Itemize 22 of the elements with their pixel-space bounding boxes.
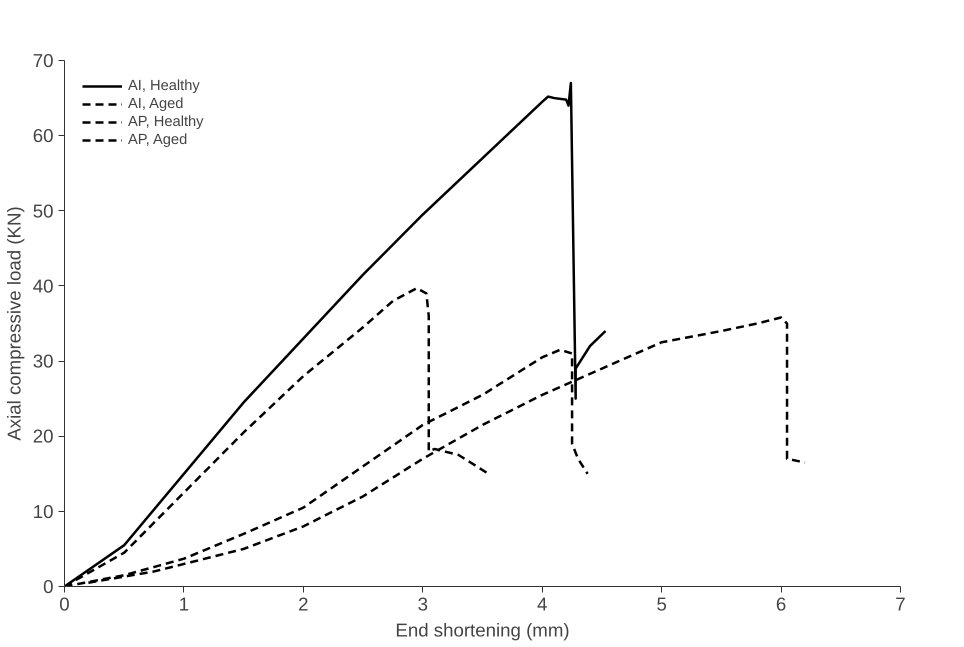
y-axis-title: Axial compressive load (KN)	[4, 206, 25, 441]
x-axis-title: End shortening (mm)	[395, 620, 570, 640]
y-tick-label: 10	[32, 500, 54, 522]
x-tick-label: 2	[298, 594, 309, 614]
legend-label: AP, Healthy	[128, 114, 204, 130]
y-tick-label: 60	[32, 125, 54, 146]
legend-label: AI, Healthy	[128, 78, 200, 94]
y-tick-label: 50	[32, 200, 54, 222]
legend-label: AP, Aged	[128, 132, 188, 148]
x-tick-label: 3	[418, 594, 428, 614]
x-tick-label: 7	[895, 594, 906, 614]
y-tick-label: 0	[43, 576, 54, 597]
x-tick-label: 5	[656, 594, 667, 614]
x-tick-label: 1	[178, 594, 190, 614]
y-tick-label: 70	[32, 50, 54, 71]
x-tick-label: 6	[776, 594, 786, 614]
y-tick-label: 30	[32, 350, 54, 372]
y-tick-label: 40	[32, 275, 54, 296]
x-tick-label: 4	[537, 594, 548, 614]
y-tick-label: 20	[32, 426, 54, 447]
legend-label: AI, Aged	[128, 96, 184, 112]
x-tick-label: 0	[59, 594, 70, 614]
